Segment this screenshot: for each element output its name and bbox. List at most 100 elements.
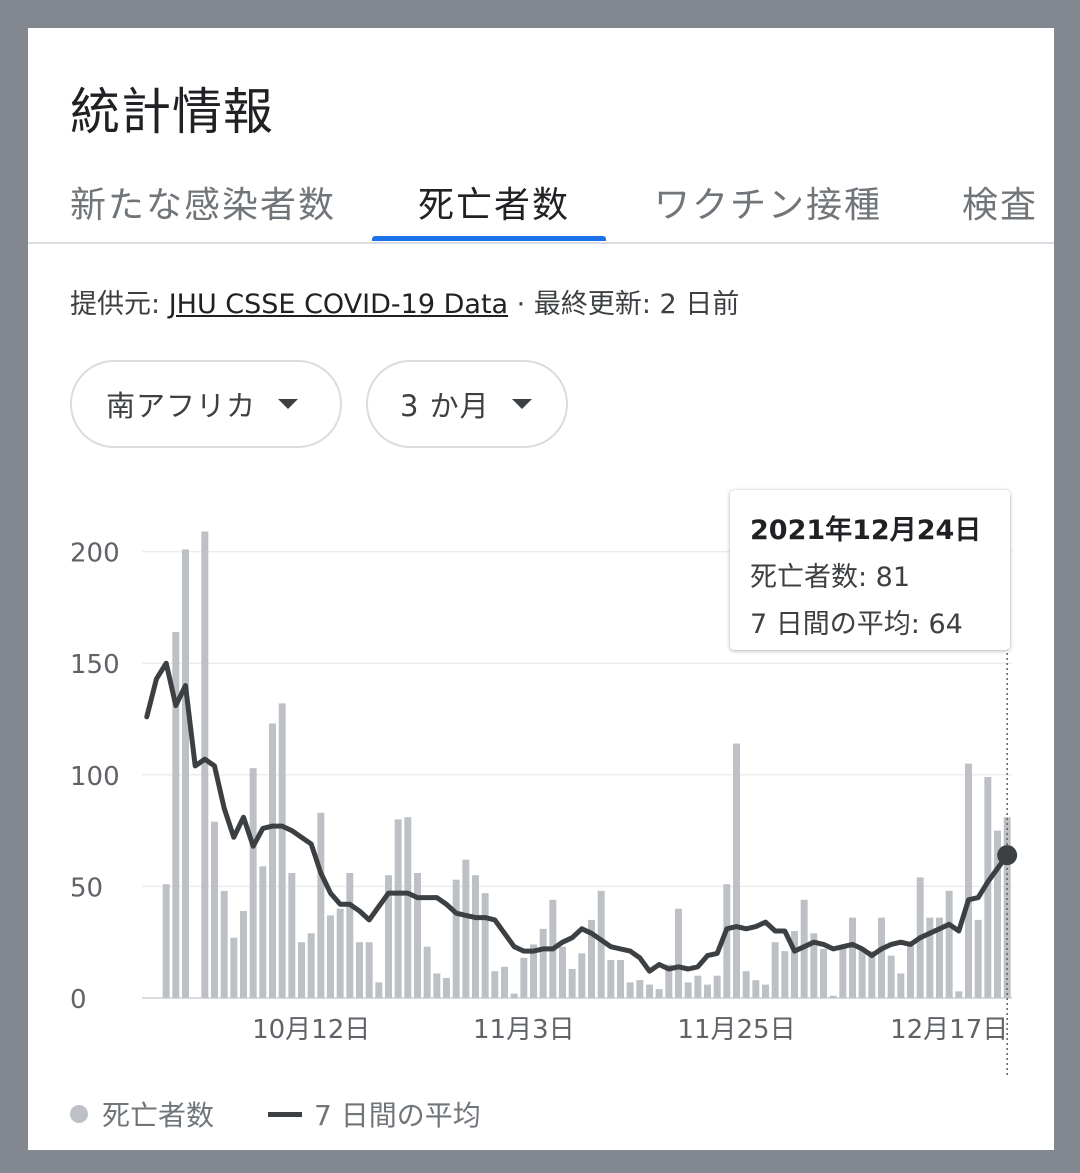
bar — [520, 957, 528, 998]
last-updated: · 最終更新: 2 日前 — [508, 289, 740, 320]
country-value: 南アフリカ — [106, 389, 257, 423]
bar — [791, 931, 798, 998]
bar — [588, 919, 595, 998]
bar — [646, 984, 653, 998]
bar — [781, 951, 789, 998]
bar — [839, 946, 847, 998]
bar — [423, 946, 431, 998]
x-tick-label: 11月3日 — [473, 1015, 575, 1045]
bar — [820, 948, 827, 998]
bar — [336, 908, 344, 998]
bar — [240, 910, 247, 998]
bar — [878, 917, 885, 998]
bar — [346, 873, 354, 998]
bar — [462, 859, 470, 998]
bar — [617, 960, 624, 998]
bar — [559, 946, 566, 998]
bar — [404, 817, 412, 998]
bar — [230, 937, 238, 998]
bar — [443, 977, 450, 998]
range-value: 3 か月 — [400, 389, 490, 423]
legend-bars-label: 死亡者数 — [102, 1099, 215, 1132]
bar — [636, 980, 644, 998]
deaths-chart[interactable]: 0 50 100 150 200 10月12日 11月3日 11月25日 12月17日 — [28, 28, 1054, 1150]
x-tick-label: 11月25日 — [677, 1015, 795, 1045]
bar — [201, 531, 209, 998]
bar — [288, 873, 296, 998]
bar — [172, 631, 180, 998]
bar — [849, 917, 856, 998]
tab-bar: 新たな感染者数 死亡者数 ワクチン接種 検査 — [28, 148, 1054, 244]
bar — [182, 549, 189, 998]
y-tick-label: 200 — [70, 539, 120, 569]
bar — [278, 703, 286, 998]
bar — [365, 942, 373, 998]
bar — [675, 908, 682, 998]
bar — [752, 980, 760, 998]
tab-new-cases[interactable]: 新たな感染者数 — [70, 185, 337, 226]
bar — [414, 873, 421, 998]
bar — [945, 890, 953, 998]
y-tick-label: 100 — [70, 762, 120, 792]
average-line — [144, 660, 1010, 974]
page-title: 統計情報 — [70, 83, 274, 141]
range-dropdown[interactable]: 3 か月 — [366, 360, 568, 448]
bar — [385, 875, 392, 998]
bar — [317, 812, 325, 998]
hover-point — [997, 845, 1018, 866]
tab-vaccination[interactable]: ワクチン接種 — [654, 185, 883, 226]
active-tab-indicator — [372, 236, 606, 241]
bar — [868, 951, 876, 998]
legend-line-label: 7 日間の平均 — [314, 1099, 481, 1132]
bar — [723, 884, 731, 998]
bar — [742, 971, 750, 998]
bar — [762, 984, 769, 998]
bar — [356, 942, 363, 998]
bar — [259, 866, 267, 998]
bar — [539, 928, 547, 998]
bar — [887, 955, 895, 998]
bar — [684, 982, 692, 998]
bar — [733, 743, 740, 998]
tab-deaths[interactable]: 死亡者数 — [418, 185, 571, 226]
bar — [375, 982, 383, 998]
bar — [269, 723, 276, 998]
bar — [433, 973, 441, 998]
bar — [994, 830, 1001, 998]
bar — [771, 942, 779, 998]
source-link[interactable]: JHU CSSE COVID-19 Data — [168, 289, 509, 320]
bar — [926, 917, 934, 998]
bar — [858, 948, 866, 998]
bar — [607, 960, 615, 998]
source-line: 提供元: JHU CSSE COVID-19 Data · 最終更新: 2 日前 — [70, 282, 739, 321]
bar — [220, 890, 228, 998]
y-tick-label: 150 — [70, 650, 120, 680]
tab-divider — [28, 242, 1054, 244]
chart-legend: 死亡者数 7 日間の平均 — [70, 1094, 481, 1134]
bar — [491, 971, 499, 998]
stats-card: 統計情報 新たな感染者数 死亡者数 ワクチン接種 検査 提供元: JHU CSS… — [28, 28, 1054, 1150]
bar — [211, 821, 218, 998]
bar — [713, 975, 721, 998]
country-dropdown[interactable]: 南アフリカ — [70, 360, 342, 448]
tooltip-average: 7 日間の平均: 64 — [750, 609, 963, 640]
bar — [665, 964, 673, 998]
caret-down-icon — [511, 399, 532, 409]
x-tick-label: 12月17日 — [890, 1015, 1008, 1045]
tab-testing[interactable]: 検査 — [962, 185, 1039, 226]
bar — [810, 933, 818, 998]
bar — [955, 991, 963, 998]
bar — [298, 942, 305, 998]
bar — [626, 982, 634, 998]
bar — [327, 915, 334, 998]
tooltip-deaths: 死亡者数: 81 — [750, 562, 911, 593]
bar — [501, 966, 508, 998]
bar — [1003, 817, 1011, 998]
y-tick-label: 0 — [70, 985, 87, 1015]
bar — [481, 893, 489, 998]
bar — [568, 968, 576, 998]
bar — [694, 975, 702, 998]
bar — [907, 942, 914, 998]
bar — [394, 819, 402, 998]
source-prefix: 提供元: — [70, 289, 169, 320]
